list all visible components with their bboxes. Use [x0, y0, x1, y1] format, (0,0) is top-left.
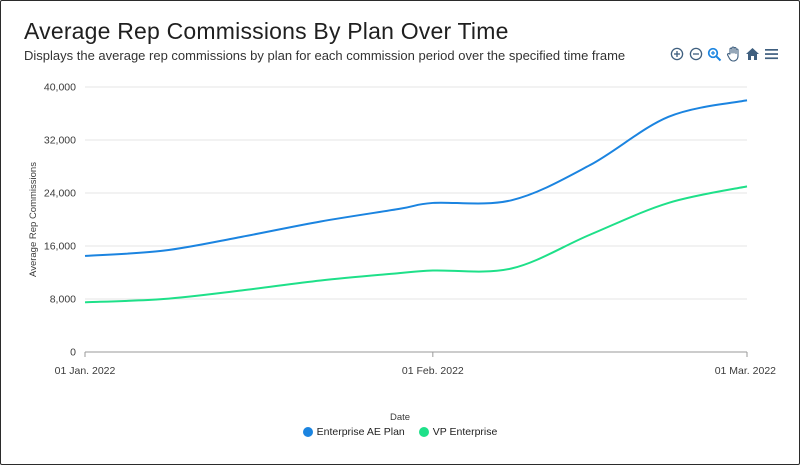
magnifier-icon[interactable] [706, 45, 723, 63]
chart-subtitle: Displays the average rep commissions by … [24, 48, 626, 63]
y-tick-label: 0 [70, 347, 76, 359]
chart-toolbar [668, 45, 780, 63]
y-tick-label: 24,000 [44, 188, 76, 200]
zoom-out-icon[interactable] [687, 45, 704, 63]
y-tick-label: 40,000 [44, 82, 76, 94]
x-tick-label: 01 Jan. 2022 [55, 365, 116, 377]
legend-label: VP Enterprise [432, 426, 498, 438]
x-tick-label: 01 Mar. 2022 [715, 365, 776, 377]
zoom-in-icon[interactable] [668, 45, 685, 63]
series-line-vp-enterprise [84, 185, 748, 304]
legend-label: Enterprise AE Plan [316, 426, 405, 438]
legend-item-enterprise-ae-plan[interactable]: Enterprise AE Plan [302, 426, 405, 438]
y-tick-label: 32,000 [44, 135, 76, 147]
legend-item-vp-enterprise[interactable]: VP Enterprise [418, 426, 498, 438]
y-axis-title: Average Rep Commissions [28, 162, 39, 277]
legend-marker-icon [302, 427, 313, 437]
legend-marker-icon [418, 427, 429, 437]
x-tick-label: 01 Feb. 2022 [402, 365, 464, 377]
x-axis-title: Date [389, 412, 411, 423]
menu-icon[interactable] [763, 45, 780, 63]
series-line-enterprise-ae-plan [84, 99, 748, 257]
y-tick-label: 16,000 [44, 241, 76, 253]
y-tick-label: 8,000 [50, 294, 76, 306]
pan-hand-icon[interactable] [725, 45, 742, 63]
legend: Enterprise AE Plan VP Enterprise [0, 426, 800, 438]
chart-title: Average Rep Commissions By Plan Over Tim… [24, 18, 509, 44]
home-icon[interactable] [744, 45, 761, 63]
